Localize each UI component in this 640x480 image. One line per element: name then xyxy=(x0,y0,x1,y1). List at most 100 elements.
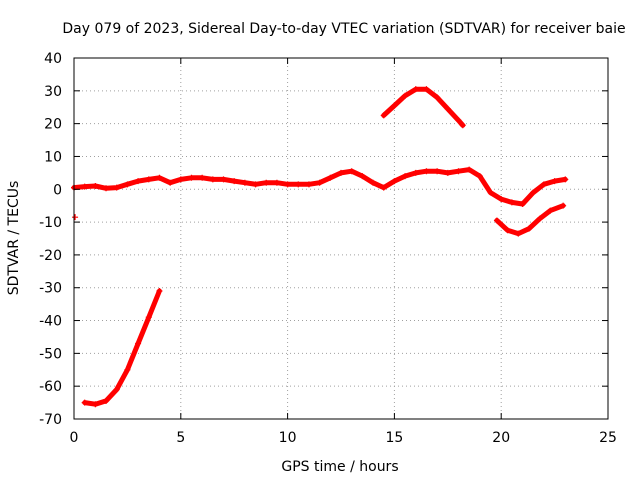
y-tick-label: 20 xyxy=(44,117,62,133)
data-point xyxy=(551,178,558,185)
data-point xyxy=(103,397,110,404)
x-tick-label: 0 xyxy=(70,430,79,446)
data-point xyxy=(124,366,131,373)
data-point xyxy=(92,401,99,408)
y-tick-label: -10 xyxy=(39,215,62,231)
data-point xyxy=(81,183,88,190)
y-tick-label: 0 xyxy=(53,182,62,198)
data-point xyxy=(305,181,312,188)
data-point xyxy=(402,173,409,180)
data-point xyxy=(560,202,567,209)
y-tick-label: -30 xyxy=(39,281,62,297)
data-point xyxy=(241,179,248,186)
data-point xyxy=(459,122,466,129)
data-point xyxy=(348,168,355,175)
data-point xyxy=(263,179,270,186)
series-line xyxy=(381,86,466,128)
data-point xyxy=(188,174,195,181)
data-point xyxy=(547,207,554,214)
data-point xyxy=(113,386,120,393)
data-point xyxy=(359,173,366,180)
data-point xyxy=(444,169,451,176)
series-upper-arc xyxy=(380,86,466,129)
y-tick-label: -20 xyxy=(39,248,62,264)
data-point xyxy=(508,199,515,206)
data-point xyxy=(493,217,500,224)
data-point xyxy=(316,179,323,186)
x-tick-label: 15 xyxy=(385,430,403,446)
data-point xyxy=(113,184,120,191)
data-point xyxy=(199,174,206,181)
y-tick-label: 10 xyxy=(44,149,62,165)
data-point xyxy=(423,168,430,175)
data-point xyxy=(412,169,419,176)
x-tick-label: 20 xyxy=(492,430,510,446)
data-point xyxy=(402,92,409,99)
data-point xyxy=(515,230,522,237)
data-point xyxy=(540,181,547,188)
data-point xyxy=(177,176,184,183)
data-point xyxy=(504,227,511,234)
data-point xyxy=(167,179,174,186)
data-point xyxy=(252,181,259,188)
series-line xyxy=(71,167,568,207)
data-point xyxy=(434,94,441,101)
grid-lines xyxy=(74,58,608,419)
data-point xyxy=(145,314,152,321)
y-tick-label: -40 xyxy=(39,314,62,330)
data-point xyxy=(156,288,163,295)
data-point xyxy=(220,176,227,183)
series-line xyxy=(494,203,566,237)
data-point xyxy=(525,225,532,232)
data-point xyxy=(380,112,387,119)
x-axis-label: GPS time / hours xyxy=(281,459,398,475)
data-point xyxy=(92,182,99,189)
series-main-band xyxy=(71,166,569,208)
data-point xyxy=(338,169,344,176)
data-point xyxy=(103,185,110,192)
y-tick-label: -60 xyxy=(39,379,62,395)
data-point xyxy=(530,189,537,196)
data-point xyxy=(455,117,462,124)
y-tick-label: -50 xyxy=(39,346,62,362)
data-point xyxy=(444,105,451,112)
data-point xyxy=(455,168,462,175)
series-line xyxy=(82,288,162,407)
data-point xyxy=(81,399,88,406)
data-point xyxy=(231,178,238,185)
data-point xyxy=(487,189,494,196)
data-point xyxy=(434,168,441,175)
y-tick-label: 30 xyxy=(44,84,62,100)
data-point xyxy=(145,176,152,183)
data-point xyxy=(327,174,334,181)
data-point xyxy=(476,173,483,180)
y-tick-label: 40 xyxy=(44,51,62,67)
x-tick-label: 10 xyxy=(279,430,297,446)
data-point xyxy=(536,215,543,222)
data-point xyxy=(135,340,142,347)
data-point xyxy=(519,201,526,208)
x-tick-labels: 0 5 10 15 20 25 xyxy=(70,430,617,446)
x-tick-label: 25 xyxy=(599,430,617,446)
plot-frame xyxy=(73,57,609,420)
data-point xyxy=(412,86,419,93)
data-point xyxy=(72,214,79,221)
series-isolated-point xyxy=(72,214,79,221)
data-point xyxy=(370,179,377,186)
series-low-ramp xyxy=(81,288,163,408)
data-point xyxy=(273,179,280,186)
y-tick-label: -70 xyxy=(39,412,62,428)
chart-title: Day 079 of 2023, Sidereal Day-to-day VTE… xyxy=(62,21,625,37)
data-point xyxy=(498,196,505,203)
data-point xyxy=(124,181,131,188)
series-layer xyxy=(71,86,569,408)
data-point xyxy=(156,174,163,181)
data-point xyxy=(423,86,430,93)
data-point xyxy=(391,178,398,185)
data-point xyxy=(562,176,569,183)
axis-ticks xyxy=(73,57,609,420)
series-lower-dip xyxy=(493,202,567,237)
data-point xyxy=(209,176,216,183)
data-point xyxy=(295,181,302,188)
